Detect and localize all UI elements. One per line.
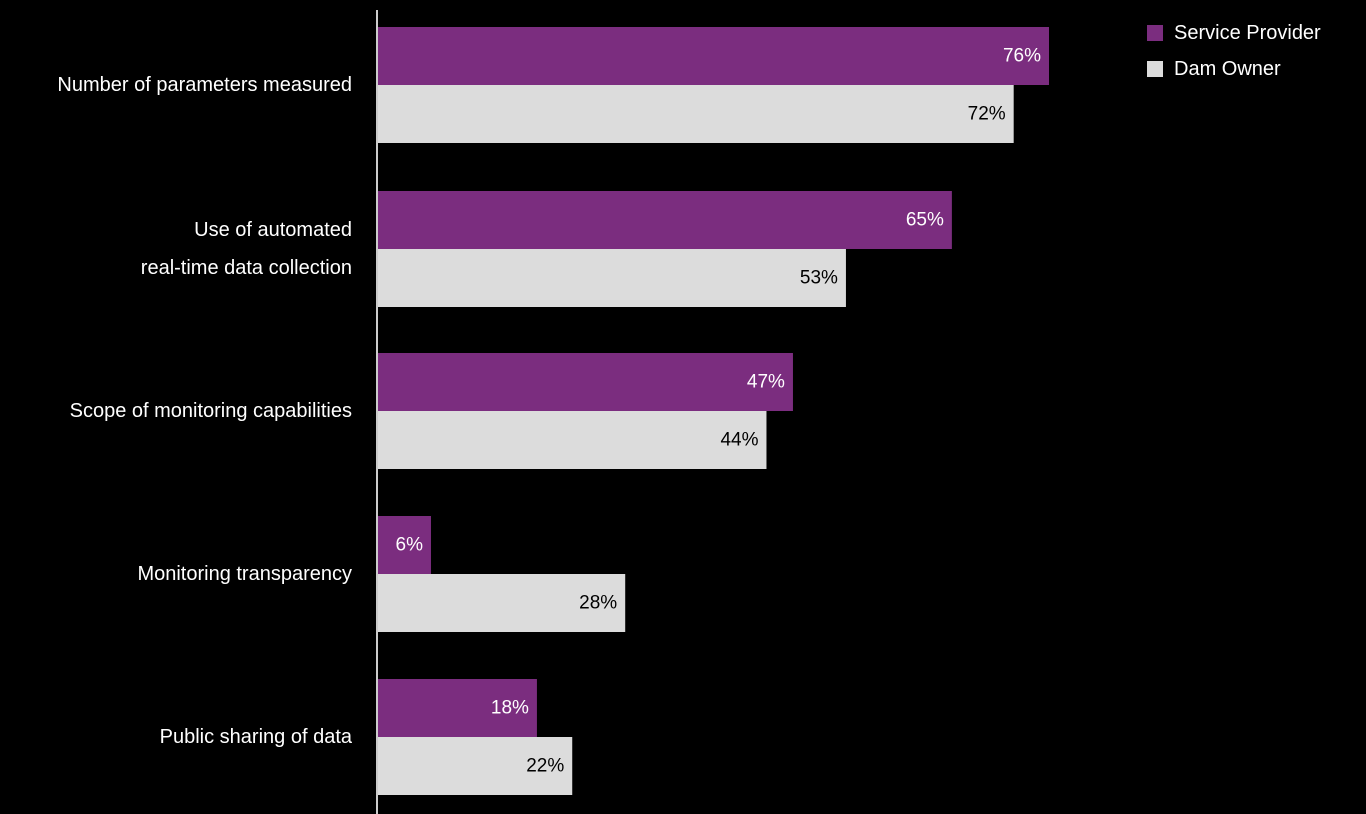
- bar-dam-owner-3: [378, 574, 626, 632]
- category-label: Monitoring transparency: [137, 563, 352, 585]
- value-label: 76%: [1003, 46, 1041, 67]
- legend-swatch-dam-owner: [1147, 61, 1163, 77]
- value-label: 28%: [579, 593, 617, 614]
- value-labels-group: 76% 72% 65% 53% 47% 44% 6% 28% 18% 22%: [396, 46, 1042, 777]
- bar-service-provider-0: [378, 27, 1049, 85]
- value-label: 53%: [800, 268, 838, 289]
- category-label: Number of parameters measured: [57, 74, 352, 96]
- bar-service-provider-4: [378, 679, 537, 737]
- category-label: Scope of monitoring capabilities: [70, 400, 352, 422]
- category-label: real-time data collection: [141, 257, 352, 279]
- category-label: Use of automated: [194, 219, 352, 241]
- bar-service-provider-1: [378, 191, 952, 249]
- legend-label-service-provider: Service Provider: [1174, 22, 1321, 44]
- legend-label-dam-owner: Dam Owner: [1174, 58, 1281, 80]
- bar-service-provider-2: [378, 353, 793, 411]
- bar-dam-owner-2: [378, 411, 767, 469]
- value-label: 22%: [526, 756, 564, 777]
- bar-dam-owner-1: [378, 249, 846, 307]
- value-label: 18%: [491, 698, 529, 719]
- value-label: 47%: [747, 372, 785, 393]
- value-label: 44%: [720, 430, 758, 451]
- legend-swatch-service-provider: [1147, 25, 1163, 41]
- value-label: 65%: [906, 210, 944, 231]
- bar-service-provider-3: [378, 516, 431, 574]
- legend: Service Provider Dam Owner: [1147, 22, 1321, 80]
- bar-dam-owner-4: [378, 737, 573, 795]
- value-label: 72%: [968, 104, 1006, 125]
- bars-group: [378, 27, 1049, 795]
- category-label: Public sharing of data: [160, 726, 353, 748]
- bar-dam-owner-0: [378, 85, 1014, 143]
- value-label: 6%: [396, 535, 424, 556]
- category-labels-group: Number of parameters measured Use of auto…: [57, 74, 352, 748]
